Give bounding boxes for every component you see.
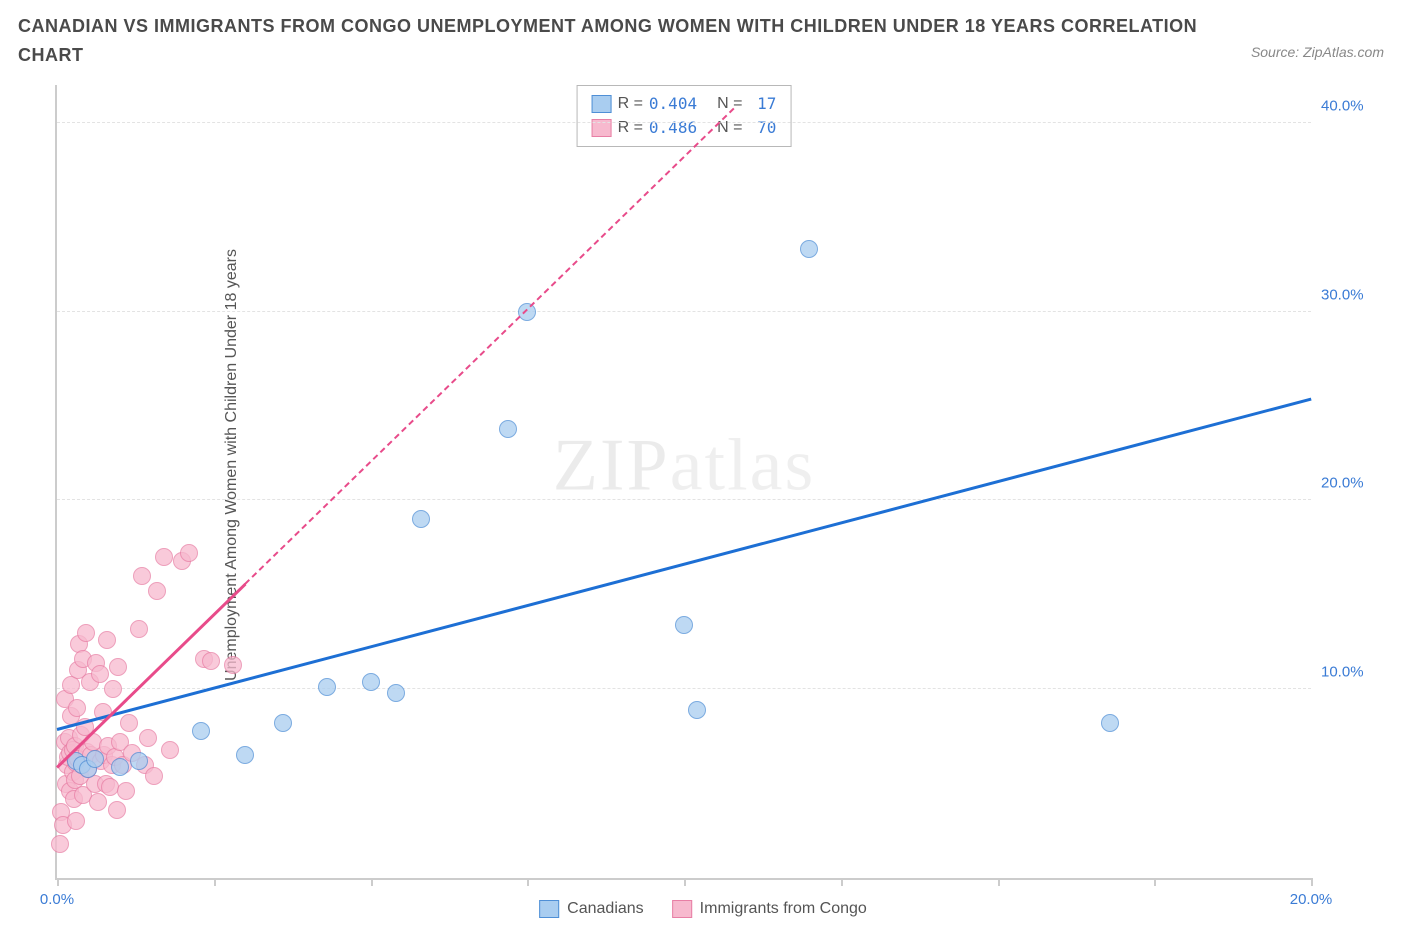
gridline-h <box>57 311 1311 312</box>
legend-label: Immigrants from Congo <box>700 900 867 918</box>
stats-row: R =0.404N =17 <box>592 92 777 116</box>
y-tick-label: 40.0% <box>1321 97 1381 114</box>
data-point <box>111 758 129 776</box>
y-tick-label: 20.0% <box>1321 475 1381 492</box>
y-tick-label: 10.0% <box>1321 664 1381 681</box>
bottom-legend: Canadians Immigrants from Congo <box>539 900 867 918</box>
data-point <box>274 714 292 732</box>
data-point <box>236 746 254 764</box>
data-point <box>91 665 109 683</box>
data-point <box>362 673 380 691</box>
x-tick <box>1154 878 1156 886</box>
trend-line <box>57 397 1312 730</box>
n-value: 70 <box>748 116 776 140</box>
legend-item: Immigrants from Congo <box>672 900 867 918</box>
stats-legend-box: R =0.404N =17R =0.486N =70 <box>577 85 792 147</box>
data-point <box>67 812 85 830</box>
source-attribution: Source: ZipAtlas.com <box>1251 44 1384 60</box>
x-tick <box>998 878 1000 886</box>
data-point <box>89 793 107 811</box>
data-point <box>224 656 242 674</box>
r-value: 0.404 <box>649 92 697 116</box>
gridline-h <box>57 688 1311 689</box>
plot-canvas: ZIPatlas R =0.404N =17R =0.486N =70 10.0… <box>55 85 1311 880</box>
data-point <box>688 701 706 719</box>
watermark-thin: atlas <box>670 424 816 506</box>
data-point <box>155 548 173 566</box>
x-tick <box>57 878 59 886</box>
data-point <box>77 624 95 642</box>
data-point <box>202 652 220 670</box>
chart-title: CANADIAN VS IMMIGRANTS FROM CONGO UNEMPL… <box>18 12 1206 70</box>
data-point <box>180 544 198 562</box>
x-tick <box>527 878 529 886</box>
legend-item: Canadians <box>539 900 644 918</box>
y-tick-label: 30.0% <box>1321 286 1381 303</box>
data-point <box>148 582 166 600</box>
data-point <box>387 684 405 702</box>
r-label: R = <box>618 116 643 140</box>
data-point <box>104 680 122 698</box>
x-tick <box>1311 878 1313 886</box>
legend-swatch <box>539 900 559 918</box>
watermark-bold: ZIP <box>553 424 670 506</box>
data-point <box>133 567 151 585</box>
x-tick <box>684 878 686 886</box>
data-point <box>192 722 210 740</box>
gridline-h <box>57 122 1311 123</box>
data-point <box>130 752 148 770</box>
trend-line <box>244 108 734 585</box>
data-point <box>800 240 818 258</box>
x-tick-label: 20.0% <box>1290 891 1333 908</box>
x-tick <box>841 878 843 886</box>
data-point <box>108 801 126 819</box>
data-point <box>499 420 517 438</box>
x-tick <box>214 878 216 886</box>
legend-swatch <box>592 95 612 113</box>
legend-swatch <box>672 900 692 918</box>
data-point <box>117 782 135 800</box>
data-point <box>139 729 157 747</box>
watermark: ZIPatlas <box>553 423 816 508</box>
r-label: R = <box>618 92 643 116</box>
data-point <box>120 714 138 732</box>
r-value: 0.486 <box>649 116 697 140</box>
data-point <box>675 616 693 634</box>
legend-label: Canadians <box>567 900 644 918</box>
data-point <box>412 510 430 528</box>
data-point <box>130 620 148 638</box>
data-point <box>51 835 69 853</box>
data-point <box>98 631 116 649</box>
data-point <box>145 767 163 785</box>
x-tick-label: 0.0% <box>40 891 74 908</box>
data-point <box>161 741 179 759</box>
chart-plot-area: ZIPatlas R =0.404N =17R =0.486N =70 10.0… <box>55 85 1311 880</box>
stats-row: R =0.486N =70 <box>592 116 777 140</box>
n-value: 17 <box>748 92 776 116</box>
data-point <box>318 678 336 696</box>
gridline-h <box>57 499 1311 500</box>
data-point <box>86 750 104 768</box>
data-point <box>68 699 86 717</box>
data-point <box>109 658 127 676</box>
data-point <box>1101 714 1119 732</box>
x-tick <box>371 878 373 886</box>
data-point <box>518 303 536 321</box>
